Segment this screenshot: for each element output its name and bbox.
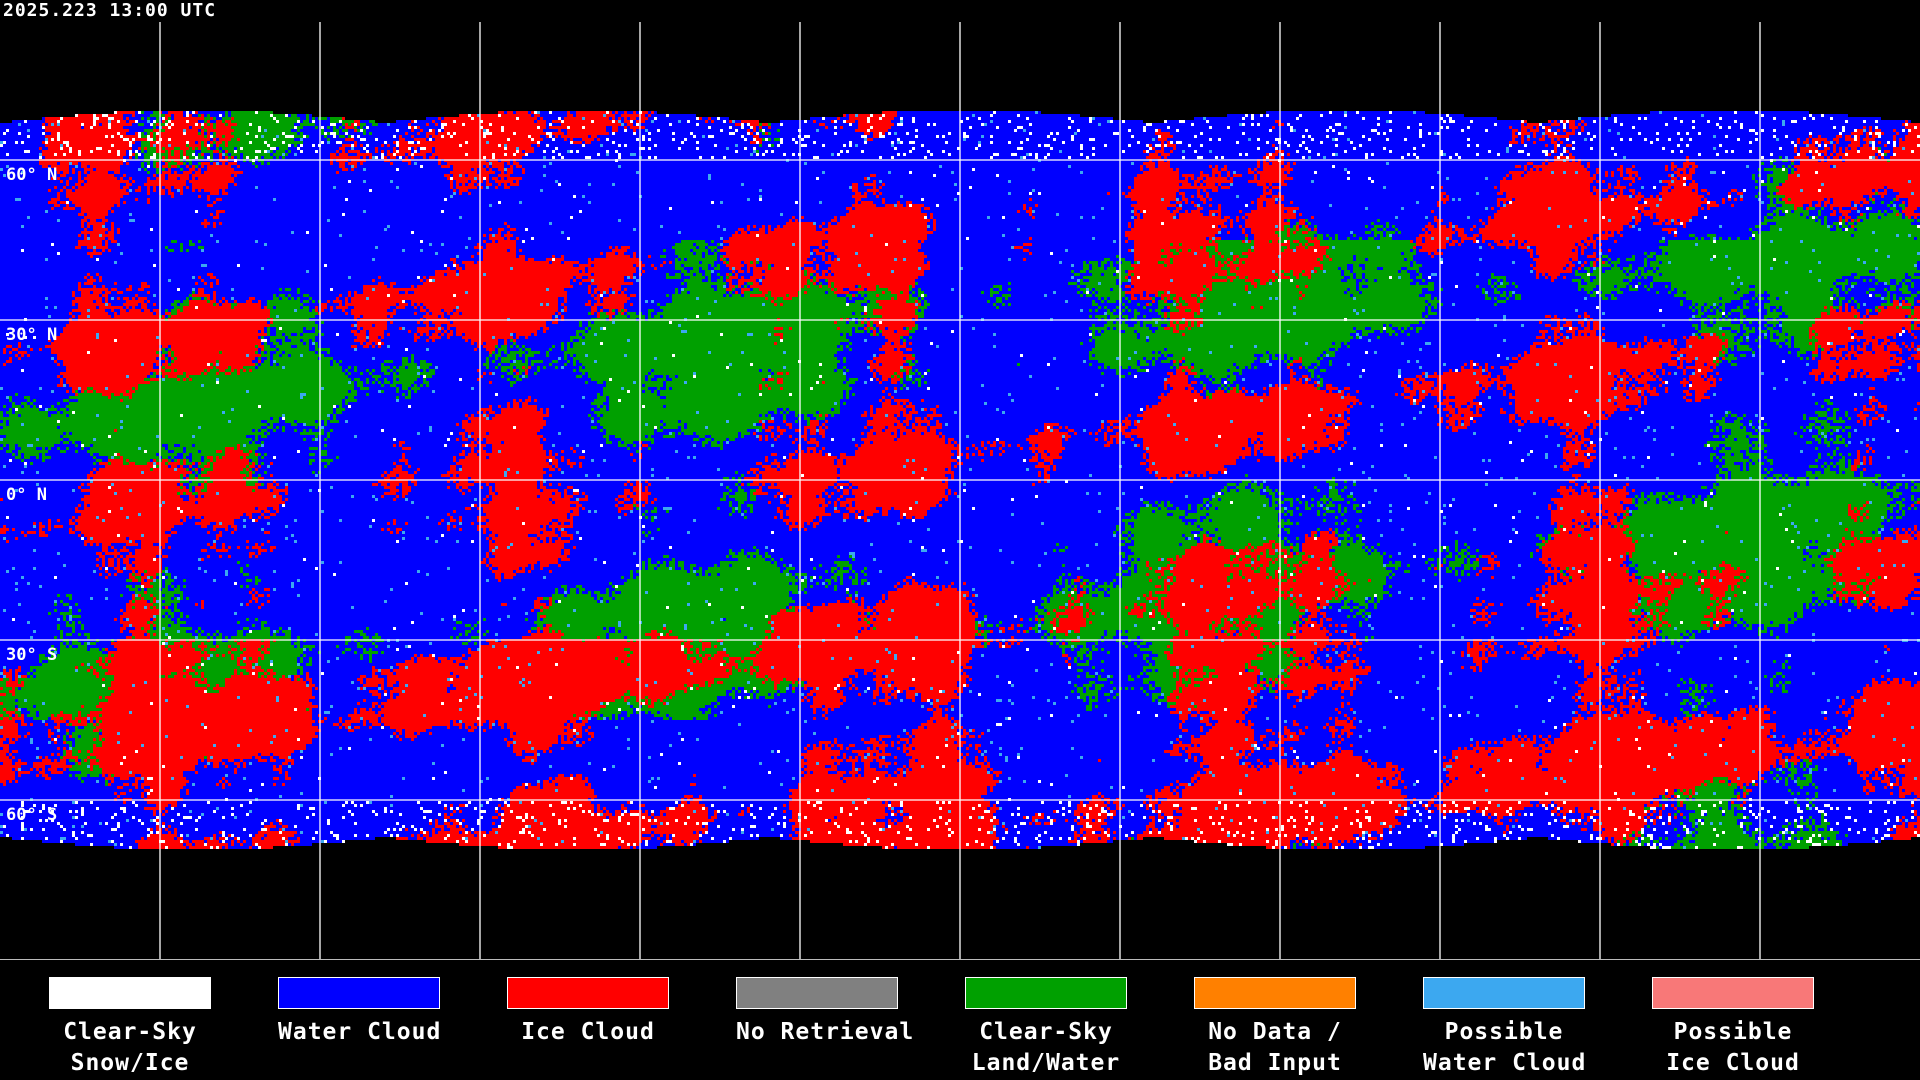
legend-label-line1: Water Cloud [278, 1019, 442, 1045]
legend-swatch [1194, 977, 1356, 1009]
legend-label-line1: Clear-Sky [979, 1019, 1113, 1045]
legend-item-possible-ice-cloud: Possible Ice Cloud [1652, 977, 1814, 1079]
legend-item-clear-sky-land-water: Clear-Sky Land/Water [965, 977, 1127, 1079]
legend-item-possible-water-cloud: Possible Water Cloud [1423, 977, 1585, 1079]
legend-swatch [49, 977, 211, 1009]
legend-label-line1: Possible [1673, 1019, 1793, 1045]
legend-label-line2: Snow/Ice [70, 1050, 190, 1076]
lat-label-30n: 30° N [6, 325, 58, 345]
legend-divider [0, 959, 1920, 960]
legend-item-water-cloud: Water Cloud [278, 977, 440, 1048]
lat-lon-grid [0, 22, 1920, 960]
legend-item-no-retrieval: No Retrieval [736, 977, 913, 1048]
legend-item-no-data: No Data / Bad Input [1194, 977, 1356, 1079]
lat-label-0: 0° N [6, 485, 47, 505]
legend-label-line2: Water Cloud [1423, 1050, 1587, 1076]
timestamp: 2025.223 13:00 UTC [3, 0, 217, 21]
legend-label-line2: Bad Input [1208, 1050, 1342, 1076]
legend-swatch [965, 977, 1127, 1009]
legend-swatch [1423, 977, 1585, 1009]
legend-label-line2: Land/Water [971, 1050, 1121, 1076]
legend-swatch [278, 977, 440, 1009]
legend-label-line1: Clear-Sky [63, 1019, 197, 1045]
legend-label-line1: Ice Cloud [521, 1019, 655, 1045]
lat-label-30s: 30° S [6, 645, 58, 665]
legend-swatch [1652, 977, 1814, 1009]
legend-swatch [736, 977, 898, 1009]
legend-label-line1: Possible [1444, 1019, 1564, 1045]
legend-item-ice-cloud: Ice Cloud [507, 977, 669, 1048]
legend-item-clear-sky-snow-ice: Clear-Sky Snow/Ice [49, 977, 211, 1079]
legend-swatch [507, 977, 669, 1009]
lat-label-60n: 60° N [6, 165, 58, 185]
legend-label-line2: Ice Cloud [1666, 1050, 1800, 1076]
legend-label-line1: No Retrieval [736, 1019, 915, 1045]
legend-label-line1: No Data / [1208, 1019, 1342, 1045]
lat-label-60s: 60° S [6, 805, 58, 825]
